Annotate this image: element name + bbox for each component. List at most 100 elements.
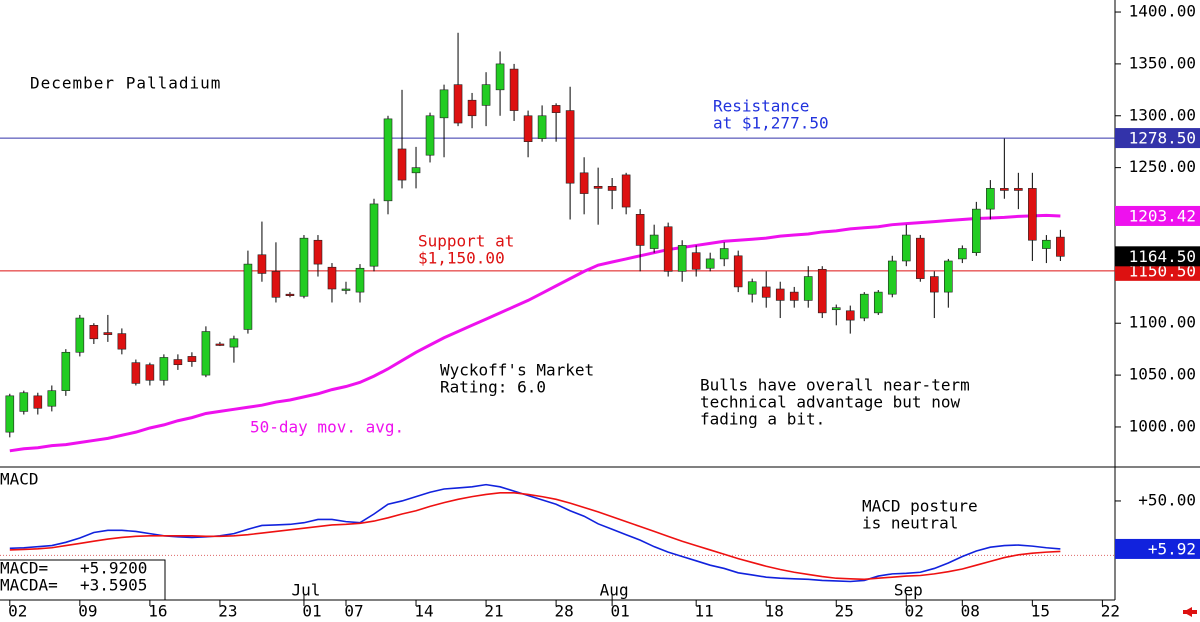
candle-body [1028, 188, 1037, 241]
x-tick-label: 11 [695, 602, 714, 621]
x-tick-label: 07 [344, 602, 363, 621]
annotation: Bulls have overall near-term [700, 376, 970, 395]
candle-body [733, 255, 743, 288]
x-tick-label: 23 [218, 602, 237, 621]
candle-body [1000, 188, 1009, 191]
readout-value: +5.9200 [80, 559, 147, 578]
candle-body [19, 392, 29, 412]
candle-body [719, 248, 729, 260]
price-tag [1115, 205, 1200, 226]
candle-body [607, 186, 617, 191]
readout-box [0, 559, 166, 601]
candle-body [173, 359, 183, 366]
readout-label: MACD= [0, 559, 48, 578]
candle-body [621, 174, 631, 208]
candle-body [299, 237, 309, 297]
candle-body [229, 338, 239, 348]
candle-body [944, 260, 953, 293]
y-tick-label: 1400.00 [1129, 2, 1196, 21]
scroll-arrow-tail[interactable] [1183, 610, 1197, 614]
candle-body [761, 286, 771, 298]
x-tick-label: 16 [148, 602, 167, 621]
candle-body [5, 395, 15, 433]
candle-body [467, 99, 477, 117]
candle-body [117, 333, 127, 350]
annotation: $1,150.00 [418, 249, 505, 268]
y-tick-label: 1050.00 [1129, 365, 1196, 384]
candle-body [915, 237, 925, 279]
candle-body [775, 288, 785, 301]
month-label: Jul [292, 581, 321, 600]
x-tick-label: 22 [1101, 602, 1120, 621]
annotation: Resistance [713, 97, 809, 116]
candle-body [327, 266, 337, 290]
candle-body [215, 343, 225, 346]
candle-body [649, 234, 659, 249]
x-tick-label: 02 [905, 602, 924, 621]
candle-body [145, 364, 155, 381]
candle-body [495, 63, 505, 91]
y-tick-label: 1100.00 [1129, 313, 1196, 332]
x-tick-label: 01 [610, 602, 629, 621]
candle-body [509, 68, 519, 111]
candle-body [845, 310, 855, 321]
candle-body [873, 291, 883, 314]
candle-body [887, 260, 897, 295]
x-tick-label: 08 [961, 602, 980, 621]
candle-body [285, 293, 295, 296]
readout-value: +3.5905 [80, 576, 147, 595]
y-tick-label: 1000.00 [1129, 416, 1196, 435]
candle-body [593, 186, 603, 189]
candle-body [103, 332, 113, 335]
candle-body [803, 276, 813, 301]
month-label: Sep [894, 581, 923, 600]
candle-body [341, 288, 351, 291]
annotation: fading a bit. [700, 410, 825, 429]
candle-body [397, 148, 407, 181]
candle-body [61, 351, 71, 391]
annotation: Support at [418, 232, 514, 251]
candle-body [47, 390, 57, 407]
candle-body [383, 118, 393, 202]
y-tick-label: +50.00 [1138, 490, 1196, 509]
candle-body [789, 291, 799, 301]
candle-body [579, 172, 589, 194]
candle-body [537, 115, 547, 139]
candle-body [75, 317, 85, 353]
candle-body [1014, 188, 1023, 191]
annotation: is neutral [862, 514, 958, 533]
annotation: at $1,277.50 [713, 114, 829, 133]
candle-body [33, 395, 43, 409]
x-tick-label: 28 [554, 602, 573, 621]
candle-body [201, 331, 211, 376]
chart-title: December Palladium [30, 74, 221, 93]
x-tick-label: 14 [414, 602, 433, 621]
candle-body [187, 356, 197, 362]
macd-line [9, 483, 1061, 583]
candle-body [271, 271, 281, 298]
annotation: Wyckoff's Market [440, 361, 594, 380]
candle-body [972, 208, 981, 253]
annotation: technical advantage but now [700, 393, 960, 412]
price-tag-label: +5.92 [1148, 539, 1196, 558]
candle-body [257, 254, 267, 274]
month-label: Aug [600, 581, 629, 600]
candle-body [930, 276, 939, 293]
candle-body [411, 167, 421, 174]
candle-body [859, 293, 869, 319]
panel-title: MACD [0, 470, 39, 489]
candle-body [89, 325, 99, 340]
candle-body [313, 239, 323, 265]
price-tag-label: 1164.50 [1129, 247, 1196, 266]
candle-body [635, 214, 645, 246]
annotation: Rating: 6.0 [440, 378, 546, 397]
candle-body [453, 84, 463, 124]
candle-body [523, 115, 533, 142]
x-tick-label: 01 [302, 602, 321, 621]
annotation: MACD posture [862, 497, 978, 516]
x-tick-label: 21 [484, 602, 503, 621]
candle-body [159, 357, 169, 381]
x-tick-label: 09 [78, 602, 97, 621]
candle-body [691, 252, 701, 270]
